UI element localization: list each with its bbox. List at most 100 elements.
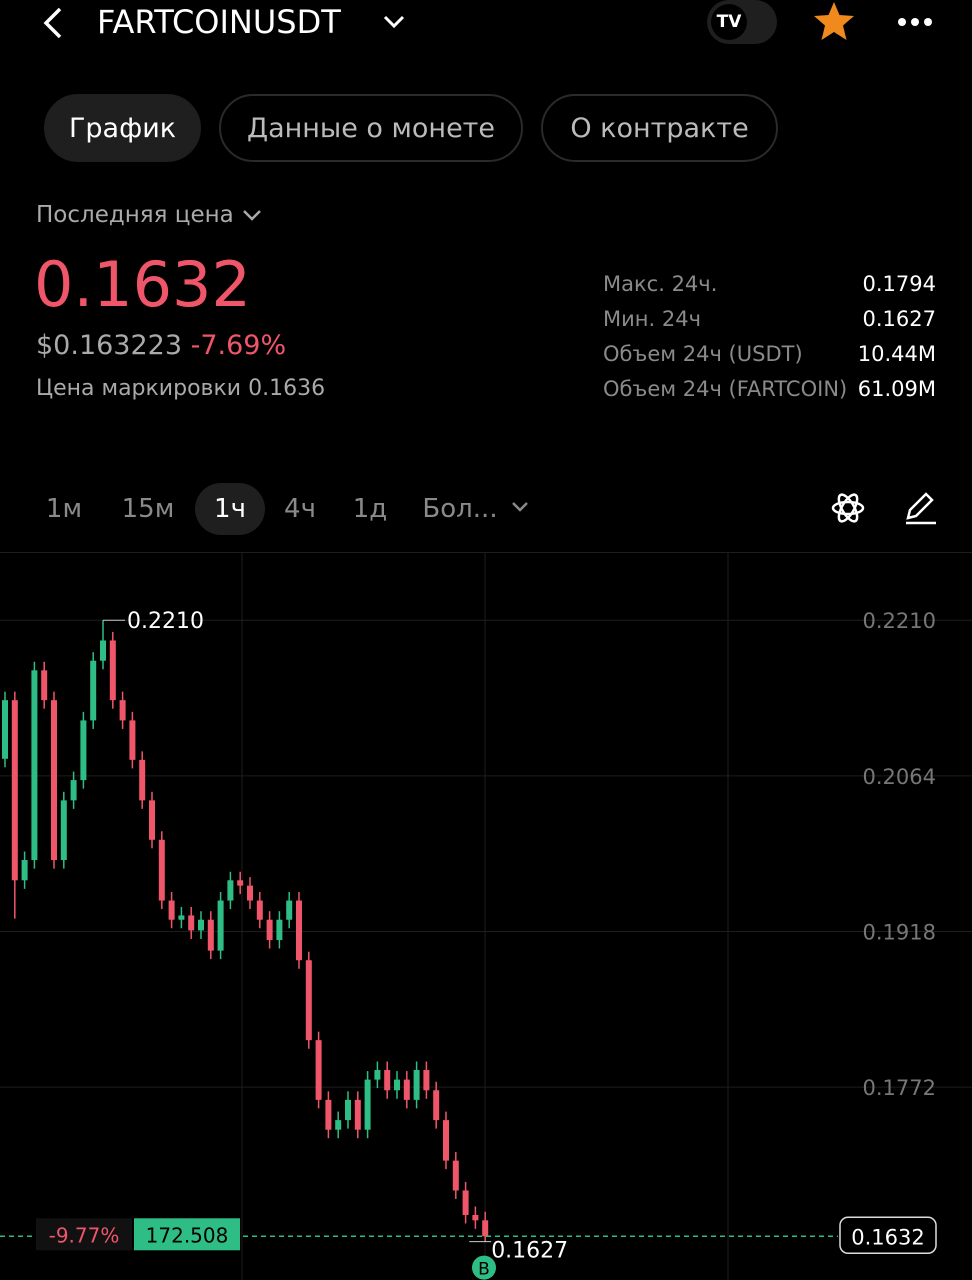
stat-label: Мин. 24ч bbox=[603, 307, 701, 331]
price-type-label: Последняя цена bbox=[36, 202, 234, 228]
dropdown-icon[interactable] bbox=[510, 500, 530, 514]
candle-body bbox=[305, 960, 312, 1041]
candle-body bbox=[462, 1190, 469, 1215]
stat-label: Объем 24ч (USDT) bbox=[603, 342, 803, 366]
candle-body bbox=[413, 1070, 420, 1100]
y-tick-label: 0.1918 bbox=[863, 920, 936, 944]
stat-row: Объем 24ч (USDT) 10.44M bbox=[603, 342, 936, 366]
usd-value: $0.163223 bbox=[36, 330, 183, 361]
candle-body bbox=[217, 900, 224, 951]
candle-body bbox=[198, 919, 204, 931]
tab[interactable]: График bbox=[44, 94, 201, 162]
y-tick-label: 0.2210 bbox=[863, 609, 936, 633]
y-tick-label: 0.2064 bbox=[863, 765, 936, 789]
overlay-change: -9.77% bbox=[49, 1223, 120, 1247]
candle-body bbox=[21, 860, 28, 881]
candle-body bbox=[158, 839, 165, 901]
candle-body bbox=[423, 1070, 430, 1091]
candle-body bbox=[286, 900, 293, 920]
candlestick-chart: 0.2210 0.2064 0.1918 0.1772 0.2210 0.1627 0.16… bbox=[0, 552, 972, 1280]
overlay-value: 172.508 bbox=[146, 1223, 229, 1247]
mark-value: 0.1636 bbox=[248, 376, 326, 401]
dropdown-icon[interactable] bbox=[382, 12, 406, 32]
candle-body bbox=[325, 1099, 332, 1130]
candle-body bbox=[237, 880, 244, 886]
candle-body bbox=[472, 1214, 479, 1221]
interval[interactable]: 1ч bbox=[195, 483, 265, 535]
mark-price: Цена маркировки 0.1636 bbox=[36, 376, 325, 401]
candle-body bbox=[345, 1099, 351, 1121]
candle-body bbox=[41, 670, 48, 701]
candle-body bbox=[384, 1070, 391, 1091]
candle-body bbox=[256, 900, 263, 920]
trade-marker bbox=[472, 1255, 496, 1280]
candle-body bbox=[207, 919, 214, 951]
interval[interactable]: Бол... bbox=[422, 494, 498, 524]
draw-icon[interactable] bbox=[902, 490, 938, 526]
candle-body bbox=[31, 670, 38, 861]
stat-value: 0.1627 bbox=[862, 307, 936, 331]
candle-body bbox=[178, 915, 185, 920]
symbol[interactable]: FARTCOINUSDT bbox=[97, 3, 341, 41]
candle-body bbox=[374, 1070, 381, 1080]
candle-body bbox=[149, 800, 155, 840]
more-menu[interactable] bbox=[896, 14, 936, 30]
candle-body bbox=[188, 915, 195, 931]
candle-body bbox=[168, 900, 175, 920]
mark-label: Цена маркировки bbox=[36, 376, 242, 401]
candle-body bbox=[315, 1040, 322, 1100]
candle-body bbox=[109, 640, 116, 701]
candle-body bbox=[276, 919, 283, 940]
tradingview-toggle[interactable]: TV bbox=[707, 0, 777, 44]
stat-label: Макс. 24ч. bbox=[603, 272, 718, 296]
candle-body bbox=[129, 720, 136, 760]
candle-body bbox=[266, 919, 273, 940]
candle-body bbox=[2, 700, 8, 759]
stat-label: Объем 24ч (FARTCOIN) bbox=[603, 377, 848, 401]
tab[interactable]: Данные о монете bbox=[219, 94, 523, 162]
candle-body bbox=[80, 720, 87, 781]
candle-body bbox=[227, 880, 234, 901]
candle-body bbox=[100, 640, 106, 661]
candle-body bbox=[364, 1079, 371, 1130]
interval[interactable]: 1д bbox=[352, 494, 388, 524]
candle-body bbox=[394, 1079, 400, 1091]
stat-value: 61.09M bbox=[857, 377, 936, 401]
candle-body bbox=[335, 1120, 342, 1130]
dropdown-icon bbox=[243, 210, 261, 221]
interval[interactable]: 15м bbox=[121, 494, 175, 524]
trade-marker-label: B bbox=[478, 1260, 490, 1280]
interval[interactable]: 1м bbox=[45, 494, 83, 524]
candle-body bbox=[433, 1090, 440, 1121]
stat-value: 0.1794 bbox=[862, 272, 936, 296]
candle-body bbox=[403, 1079, 410, 1100]
indicators-icon[interactable] bbox=[830, 490, 866, 526]
candle-body bbox=[70, 780, 77, 801]
stat-row: Макс. 24ч. 0.1794 bbox=[603, 272, 936, 296]
favorite-star[interactable] bbox=[812, 0, 856, 44]
candle-body bbox=[452, 1160, 459, 1191]
candle-body bbox=[119, 700, 126, 721]
candle-body bbox=[482, 1220, 489, 1237]
candle-body bbox=[11, 700, 18, 881]
overlay-change-box bbox=[36, 1218, 132, 1251]
y-tick-label: 0.1772 bbox=[863, 1076, 936, 1100]
candle-body bbox=[51, 700, 57, 861]
candle-body bbox=[90, 660, 97, 721]
back-button[interactable] bbox=[38, 6, 68, 40]
candle-body bbox=[247, 885, 253, 901]
last-price-box bbox=[839, 1216, 937, 1255]
candle-body bbox=[443, 1120, 449, 1161]
last-price: 0.1632 bbox=[34, 248, 251, 321]
change-percent: -7.69% bbox=[190, 330, 287, 361]
interval[interactable]: 4ч bbox=[284, 494, 316, 524]
stat-row: Мин. 24ч 0.1627 bbox=[603, 307, 936, 331]
candle-body bbox=[139, 759, 146, 801]
candle-body bbox=[60, 800, 67, 861]
price-type[interactable]: Последняя цена bbox=[36, 202, 263, 228]
stat-row: Объем 24ч (FARTCOIN) 61.09M bbox=[603, 377, 936, 401]
tab[interactable]: О контракте bbox=[541, 94, 778, 162]
min-marker-label: 0.1627 bbox=[491, 1239, 568, 1264]
